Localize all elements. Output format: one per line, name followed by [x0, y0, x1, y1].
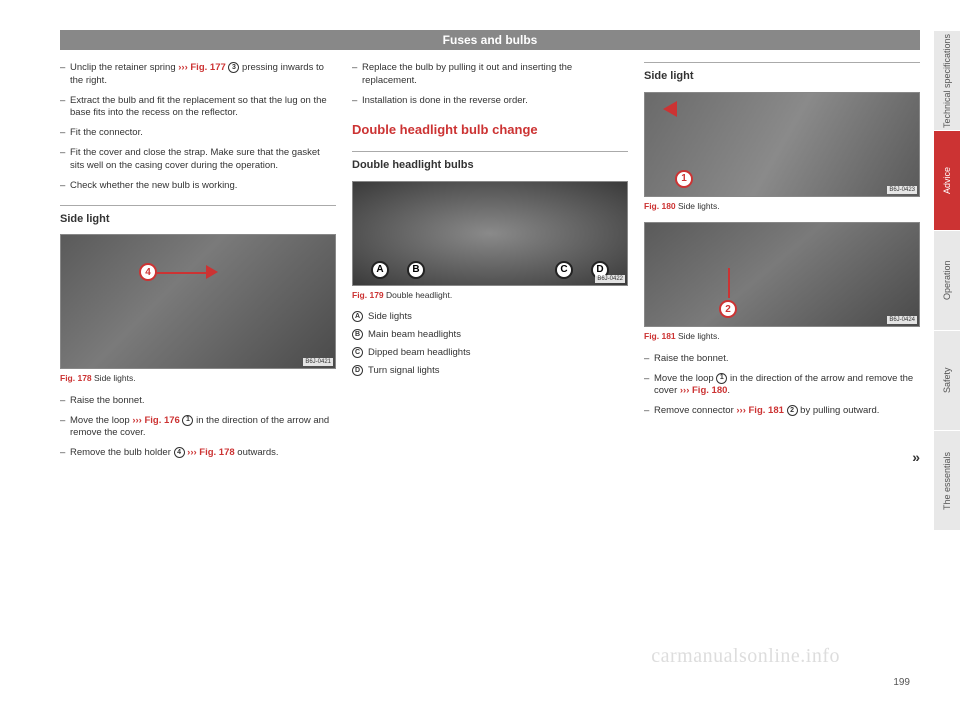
step-check: –Check whether the new bulb is working.	[60, 180, 336, 193]
callout-b: B	[407, 261, 425, 279]
ref-circle: 1	[182, 415, 193, 426]
watermark: carmanualsonline.info	[651, 645, 840, 668]
column-1: –Unclip the retainer spring ››› Fig. 177…	[60, 62, 336, 467]
legend-a: ASide lights	[352, 311, 628, 324]
ref-circle: 3	[228, 62, 239, 73]
fig-ref: ››› Fig. 181	[736, 405, 784, 416]
callout-a: A	[371, 261, 389, 279]
caption-178: Fig. 178 Side lights.	[60, 373, 336, 384]
tab-operation[interactable]: Operation	[934, 230, 960, 330]
callout-4: 4	[139, 263, 157, 281]
callout-c: C	[555, 261, 573, 279]
text: Unclip the retainer spring	[70, 62, 178, 73]
column-3: Side light 1 B6J-0423 Fig. 180 Side ligh…	[644, 62, 920, 467]
step-install-reverse: –Installation is done in the reverse ord…	[352, 95, 628, 108]
page-number: 199	[893, 677, 910, 688]
column-2: –Replace the bulb by pulling it out and …	[352, 62, 628, 467]
step-fit-cover: –Fit the cover and close the strap. Make…	[60, 147, 336, 173]
side-tabs: Technical specifications Advice Operatio…	[934, 30, 960, 530]
figure-181: 2 B6J-0424	[644, 222, 920, 327]
arrow-icon	[663, 101, 677, 117]
image-id: B6J-0423	[887, 186, 917, 194]
legend-b: BMain beam headlights	[352, 329, 628, 342]
callout-2: 2	[719, 300, 737, 318]
fig-ref: ››› Fig. 176	[132, 415, 180, 426]
callout-1: 1	[675, 170, 693, 188]
continue-mark: »	[912, 448, 920, 467]
image-id: B6J-0421	[303, 358, 333, 366]
tab-safety[interactable]: Safety	[934, 330, 960, 430]
ref-circle: 1	[716, 373, 727, 384]
page-header: Fuses and bulbs	[60, 30, 920, 50]
tab-essentials[interactable]: The essentials	[934, 430, 960, 530]
figure-178: 4 B6J-0421	[60, 234, 336, 369]
figure-180: 1 B6J-0423	[644, 92, 920, 197]
caption-180: Fig. 180 Side lights.	[644, 201, 920, 212]
tab-advice[interactable]: Advice	[934, 130, 960, 230]
step-move-loop-2: –Move the loop 1 in the direction of the…	[644, 373, 920, 399]
step-move-loop: –Move the loop ››› Fig. 176 1 in the dir…	[60, 415, 336, 441]
step-remove-holder: –Remove the bulb holder 4 ››› Fig. 178 o…	[60, 447, 336, 460]
caption-179: Fig. 179 Double headlight.	[352, 290, 628, 301]
fig-ref: ››› Fig. 180	[680, 385, 728, 396]
step-unclip: –Unclip the retainer spring ››› Fig. 177…	[60, 62, 336, 88]
arrow-icon	[206, 265, 218, 279]
ref-circle: 2	[787, 405, 798, 416]
fig-ref: ››› Fig. 178	[185, 447, 235, 458]
step-raise-bonnet-2: –Raise the bonnet.	[644, 353, 920, 366]
step-fit-connector: –Fit the connector.	[60, 127, 336, 140]
step-remove-connector: –Remove connector ››› Fig. 181 2 by pull…	[644, 405, 920, 418]
heading-side-light: Side light	[60, 205, 336, 227]
ref-circle: 4	[174, 447, 185, 458]
caption-181: Fig. 181 Side lights.	[644, 331, 920, 342]
legend-c: CDipped beam headlights	[352, 347, 628, 360]
figure-179: A B C D B6J-0422	[352, 181, 628, 286]
heading-double-headlight: Double headlight bulb change	[352, 121, 628, 139]
fig-ref: ››› Fig. 177	[178, 62, 226, 73]
image-id: B6J-0422	[595, 275, 625, 283]
image-id: B6J-0424	[887, 316, 917, 324]
heading-side-light-2: Side light	[644, 62, 920, 84]
legend-d: DTurn signal lights	[352, 365, 628, 378]
heading-double-bulbs: Double headlight bulbs	[352, 151, 628, 173]
step-raise-bonnet: –Raise the bonnet.	[60, 395, 336, 408]
step-replace-bulb: –Replace the bulb by pulling it out and …	[352, 62, 628, 88]
main-content: –Unclip the retainer spring ››› Fig. 177…	[60, 62, 920, 467]
step-extract: –Extract the bulb and fit the replacemen…	[60, 95, 336, 121]
tab-tech-specs[interactable]: Technical specifications	[934, 30, 960, 130]
